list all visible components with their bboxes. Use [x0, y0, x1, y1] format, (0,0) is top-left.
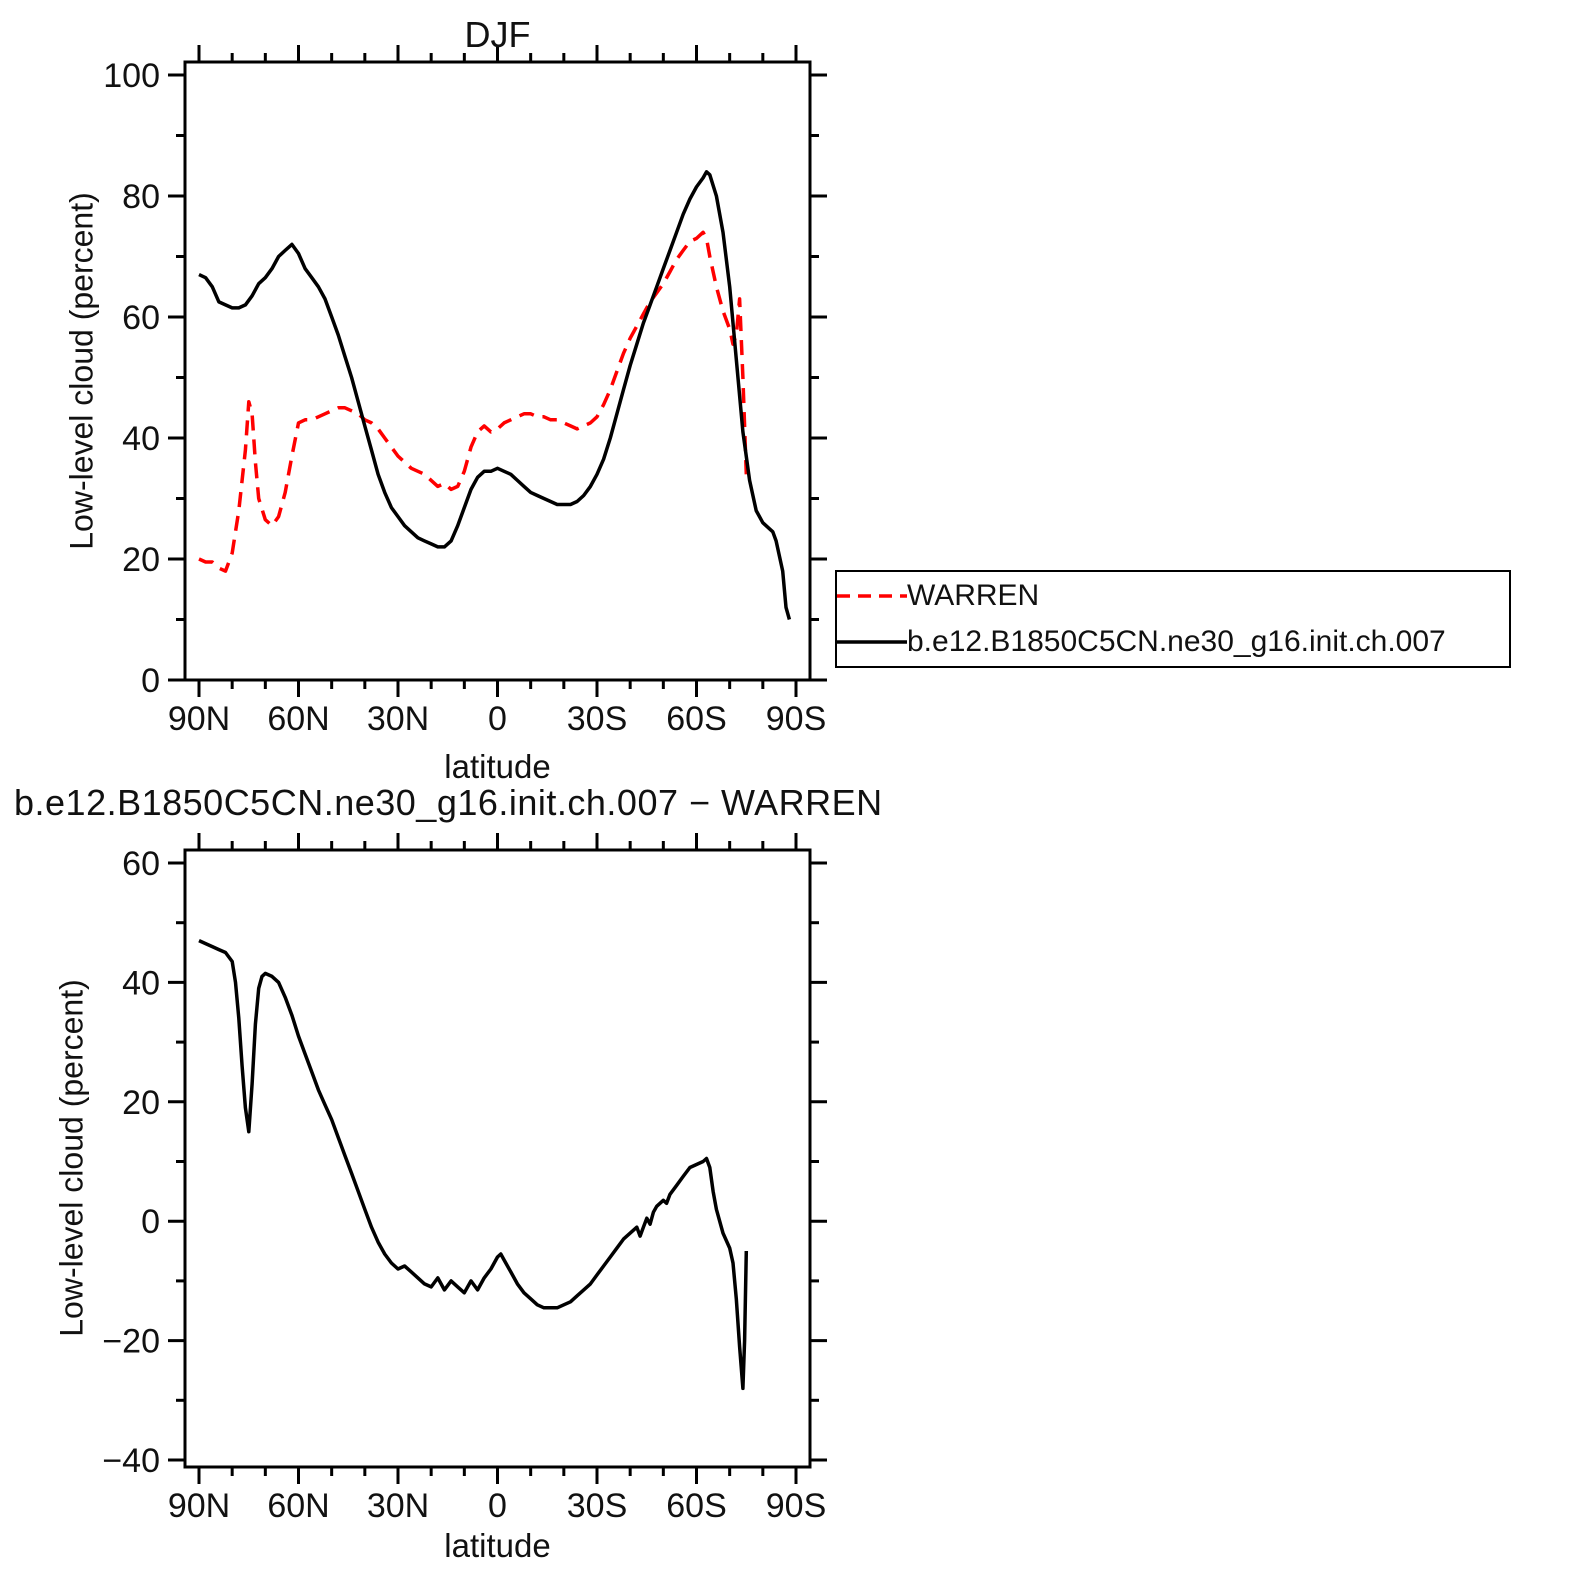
- svg-text:0: 0: [488, 700, 507, 738]
- top-x-axis-label: latitude: [444, 748, 551, 785]
- top-chart-title: DJF: [464, 14, 531, 55]
- bottom-y-axis-label: Low-level cloud (percent): [53, 979, 90, 1337]
- svg-text:40: 40: [122, 964, 160, 1002]
- svg-text:30S: 30S: [567, 1487, 628, 1525]
- model-solid-line-icon: [837, 640, 907, 644]
- svg-text:20: 20: [122, 541, 160, 579]
- svg-text:0: 0: [488, 1487, 507, 1525]
- legend-label-model: b.e12.B1850C5CN.ne30_g16.init.ch.007: [907, 625, 1446, 658]
- bottom-chart-title: b.e12.B1850C5CN.ne30_g16.init.ch.007 − W…: [14, 782, 883, 823]
- svg-text:60: 60: [122, 299, 160, 337]
- svg-text:90S: 90S: [766, 700, 827, 738]
- svg-text:60N: 60N: [267, 1487, 329, 1525]
- svg-text:20: 20: [122, 1084, 160, 1122]
- legend-row-warren: WARREN: [837, 573, 1509, 619]
- svg-text:40: 40: [122, 420, 160, 458]
- svg-text:100: 100: [103, 57, 160, 95]
- svg-text:60S: 60S: [666, 1487, 727, 1525]
- svg-text:0: 0: [141, 1203, 160, 1241]
- svg-text:30N: 30N: [367, 1487, 429, 1525]
- svg-text:30S: 30S: [567, 700, 628, 738]
- svg-text:60N: 60N: [267, 700, 329, 738]
- svg-text:60: 60: [122, 845, 160, 883]
- svg-text:0: 0: [141, 662, 160, 700]
- warren-dashed-line-icon: [837, 594, 907, 598]
- top-y-axis-label: Low-level cloud (percent): [63, 192, 100, 550]
- legend-label-warren: WARREN: [907, 579, 1040, 612]
- svg-text:90N: 90N: [168, 1487, 230, 1525]
- bottom-x-axis-label: latitude: [444, 1527, 551, 1564]
- svg-text:90S: 90S: [766, 1487, 827, 1525]
- svg-text:80: 80: [122, 178, 160, 216]
- legend: WARREN b.e12.B1850C5CN.ne30_g16.init.ch.…: [835, 570, 1511, 668]
- svg-text:30N: 30N: [367, 700, 429, 738]
- svg-text:90N: 90N: [168, 700, 230, 738]
- svg-text:−20: −20: [102, 1323, 160, 1361]
- legend-row-model: b.e12.B1850C5CN.ne30_g16.init.ch.007: [837, 619, 1509, 665]
- svg-text:60S: 60S: [666, 700, 727, 738]
- svg-text:−40: −40: [102, 1442, 160, 1480]
